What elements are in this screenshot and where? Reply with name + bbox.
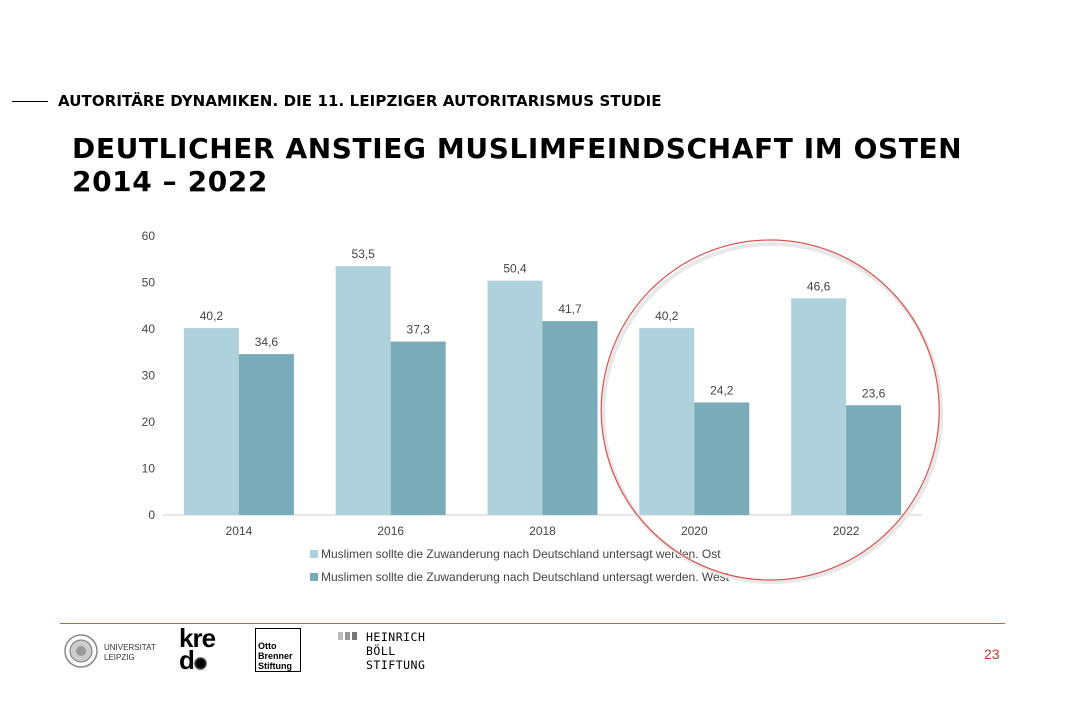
y-tick-label: 40 bbox=[142, 322, 156, 336]
data-label: 40,2 bbox=[655, 309, 679, 323]
title-line-2: 2014 – 2022 bbox=[72, 165, 268, 198]
bar-west bbox=[390, 341, 446, 515]
legend-swatch bbox=[310, 550, 318, 558]
x-tick-label: 2018 bbox=[529, 524, 556, 538]
data-label: 24,2 bbox=[710, 383, 734, 397]
kicker-rule bbox=[12, 101, 48, 102]
footer-rule bbox=[60, 623, 1005, 624]
title-line-1: DEUTLICHER ANSTIEG MUSLIMFEINDSCHAFT IM … bbox=[72, 132, 963, 165]
university-line-1: UNIVERSITAT bbox=[104, 643, 156, 652]
bar-ost bbox=[639, 328, 695, 515]
y-tick-label: 0 bbox=[148, 508, 155, 522]
university-logo-text: UNIVERSITAT LEIPZIG bbox=[104, 643, 156, 663]
bar-ost bbox=[791, 298, 847, 515]
bar-west bbox=[238, 354, 294, 515]
kredo-logo: kre d bbox=[179, 623, 216, 675]
bar-west bbox=[542, 321, 598, 515]
y-tick-label: 50 bbox=[142, 276, 156, 290]
x-tick-label: 2016 bbox=[377, 524, 404, 538]
boell-logo-mark bbox=[338, 632, 357, 640]
data-label: 23,6 bbox=[862, 386, 886, 400]
page-number: 23 bbox=[984, 646, 1000, 662]
bar-ost bbox=[183, 328, 239, 515]
bar-ost bbox=[335, 266, 391, 515]
boell-line-2: BÖLL bbox=[366, 644, 396, 658]
y-tick-label: 30 bbox=[142, 369, 156, 383]
otto-line-3: Stiftung bbox=[258, 661, 292, 671]
data-label: 50,4 bbox=[503, 262, 527, 276]
y-tick-label: 20 bbox=[142, 415, 156, 429]
boell-logo-text: HEINRICH BÖLL STIFTUNG bbox=[366, 630, 425, 672]
x-tick-label: 2014 bbox=[226, 524, 253, 538]
y-tick-label: 10 bbox=[142, 462, 156, 476]
highlight-circle-shadow bbox=[601, 242, 944, 584]
data-label: 41,7 bbox=[558, 302, 582, 316]
x-tick-label: 2020 bbox=[681, 524, 708, 538]
otto-brenner-logo: Otto Brenner Stiftung bbox=[255, 628, 301, 672]
boell-line-3: STIFTUNG bbox=[366, 658, 426, 672]
data-label: 37,3 bbox=[407, 323, 431, 337]
bar-ost bbox=[487, 280, 543, 515]
y-tick-label: 60 bbox=[142, 229, 156, 243]
university-line-2: LEIPZIG bbox=[104, 653, 135, 662]
boell-line-1: HEINRICH bbox=[366, 630, 426, 644]
data-label: 53,5 bbox=[352, 247, 376, 261]
bar-west bbox=[694, 402, 750, 515]
slide-kicker: AUTORITÄRE DYNAMIKEN. DIE 11. LEIPZIGER … bbox=[58, 92, 662, 110]
data-label: 46,6 bbox=[807, 279, 831, 293]
otto-line-1: Otto bbox=[258, 641, 277, 651]
legend-swatch bbox=[310, 573, 318, 581]
otto-line-2: Brenner bbox=[258, 651, 293, 661]
legend-label: Muslimen sollte die Zuwanderung nach Deu… bbox=[321, 570, 730, 584]
bar-west bbox=[846, 405, 902, 515]
x-tick-label: 2022 bbox=[833, 524, 860, 538]
data-label: 34,6 bbox=[255, 335, 279, 349]
highlight-circle bbox=[600, 239, 940, 581]
data-label: 40,2 bbox=[200, 309, 224, 323]
slide-title: DEUTLICHER ANSTIEG MUSLIMFEINDSCHAFT IM … bbox=[72, 132, 962, 198]
legend-label: Muslimen sollte die Zuwanderung nach Deu… bbox=[321, 547, 721, 561]
university-seal-logo bbox=[64, 634, 98, 668]
kredo-logo-smallprint: ........................................… bbox=[181, 661, 209, 672]
